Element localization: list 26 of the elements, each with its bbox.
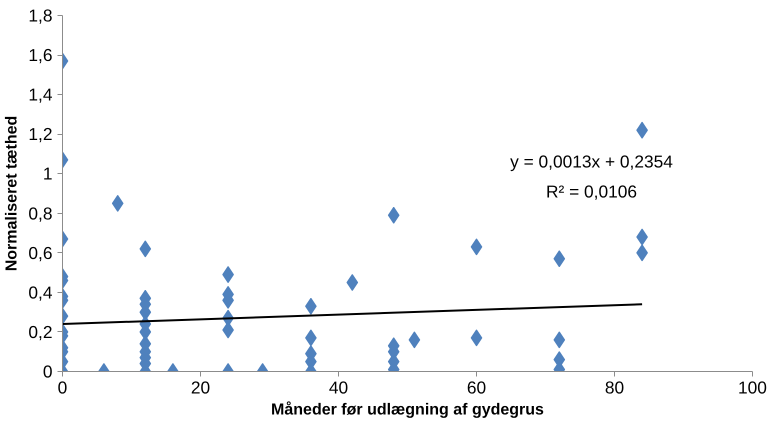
y-axis-title: Normaliseret tæthed xyxy=(3,116,20,272)
x-tick-label: 100 xyxy=(738,378,767,398)
y-tick-label: 0,6 xyxy=(28,242,53,263)
point xyxy=(112,194,124,212)
point xyxy=(388,206,400,224)
point xyxy=(553,331,566,348)
point xyxy=(346,274,358,291)
x-tick-label: 40 xyxy=(328,378,348,398)
annotation: R² = 0,0106 xyxy=(546,182,638,202)
y-tick-label: 1,2 xyxy=(28,124,53,144)
y-tick-label: 1 xyxy=(42,164,53,184)
point xyxy=(553,250,566,268)
y-tick-label: 1,4 xyxy=(28,84,53,105)
point xyxy=(139,240,152,258)
y-tick-label: 0,4 xyxy=(28,282,53,302)
y-tick-label: 0,8 xyxy=(28,203,53,224)
y-tick-label: 0,2 xyxy=(28,322,53,342)
x-tick-label: 0 xyxy=(58,378,68,398)
y-tick-label: 0 xyxy=(42,362,53,382)
y-tick-label: 1,8 xyxy=(28,6,53,26)
y-tick-label: 1,6 xyxy=(28,45,53,66)
x-tick-label: 60 xyxy=(466,378,486,398)
x-tick-label: 20 xyxy=(190,378,210,398)
x-axis-title: Måneder før udlægning af gydegrus xyxy=(271,400,544,418)
x-tick-label: 80 xyxy=(604,378,624,398)
annotation: y = 0,0013x + 0,2354 xyxy=(510,152,674,172)
